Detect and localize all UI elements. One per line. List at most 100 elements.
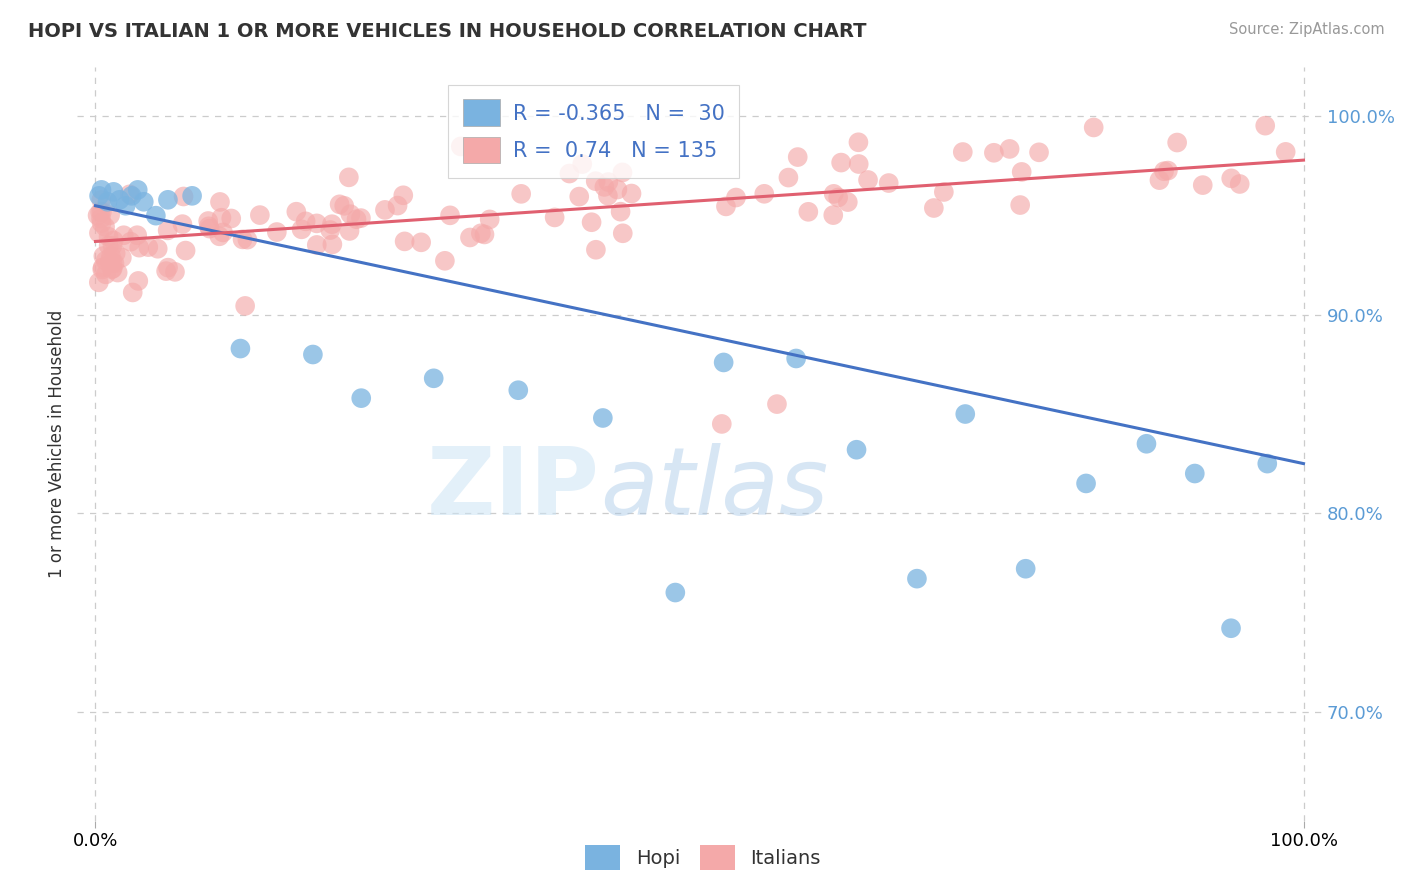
Point (103, 256, 125, 270)
Point (837, 195, 859, 210)
Point (103, 234, 125, 248)
Point (1028, 145, 1050, 160)
Point (91, 260, 114, 275)
Point (952, 145, 974, 159)
Point (319, 223, 342, 237)
Point (905, 572, 928, 586)
Point (136, 240, 159, 254)
Point (285, 204, 308, 219)
Point (585, 243, 607, 257)
Point (305, 238, 328, 252)
Point (132, 194, 155, 209)
Point (571, 157, 593, 171)
Text: Source: ZipAtlas.com: Source: ZipAtlas.com (1229, 22, 1385, 37)
Point (118, 187, 141, 202)
Point (581, 215, 603, 229)
Point (90, 211, 112, 226)
Point (724, 190, 747, 204)
Point (181, 189, 204, 203)
Point (596, 188, 619, 202)
Point (91, 262, 114, 277)
Point (1191, 178, 1213, 193)
Point (120, 235, 142, 249)
Point (592, 411, 614, 425)
Point (198, 221, 221, 235)
Point (848, 136, 870, 150)
Point (350, 211, 373, 226)
Point (108, 193, 131, 207)
Point (612, 165, 634, 179)
Point (1274, 145, 1296, 159)
Point (87, 189, 110, 203)
Point (478, 212, 501, 227)
Point (543, 211, 565, 225)
Point (101, 238, 124, 252)
Point (433, 253, 456, 268)
Point (785, 351, 807, 366)
Point (197, 219, 219, 234)
Point (392, 188, 415, 202)
Point (155, 264, 177, 278)
Point (754, 186, 776, 201)
Point (845, 442, 868, 457)
Point (337, 170, 360, 185)
Point (1083, 120, 1105, 135)
Text: HOPI VS ITALIAN 1 OR MORE VEHICLES IN HOUSEHOLD CORRELATION CHART: HOPI VS ITALIAN 1 OR MORE VEHICLES IN HO… (28, 22, 866, 41)
Point (114, 199, 136, 213)
Point (236, 233, 259, 247)
Point (439, 208, 461, 222)
Text: ZIP: ZIP (427, 443, 600, 535)
Point (233, 299, 256, 313)
Point (173, 189, 195, 203)
Legend: R = -0.365   N =  30, R =  0.74   N = 135: R = -0.365 N = 30, R = 0.74 N = 135 (449, 85, 740, 178)
Point (508, 383, 530, 397)
Point (1184, 467, 1206, 481)
Point (877, 176, 900, 190)
Point (823, 186, 845, 201)
Point (797, 204, 820, 219)
Point (664, 585, 686, 599)
Point (955, 407, 977, 421)
Point (411, 235, 433, 250)
Point (87, 276, 110, 290)
Point (585, 174, 607, 188)
Point (90, 216, 112, 230)
Point (100, 249, 122, 263)
Point (94, 219, 117, 234)
Point (163, 265, 186, 279)
Point (197, 214, 219, 228)
Point (458, 230, 481, 244)
Point (766, 397, 789, 411)
Point (145, 209, 167, 223)
Point (1220, 621, 1243, 635)
Point (778, 170, 800, 185)
Point (291, 222, 314, 236)
Point (156, 223, 179, 237)
Point (620, 186, 643, 201)
Point (232, 232, 254, 246)
Legend: Hopi, Italians: Hopi, Italians (578, 838, 828, 878)
Point (146, 242, 169, 256)
Point (89, 205, 111, 219)
Point (112, 228, 135, 243)
Point (127, 274, 149, 288)
Point (1254, 119, 1277, 133)
Point (830, 155, 852, 169)
Point (394, 235, 416, 249)
Point (827, 190, 849, 204)
Point (606, 183, 628, 197)
Point (321, 217, 343, 231)
Point (111, 251, 134, 265)
Point (219, 211, 242, 226)
Point (329, 197, 352, 211)
Text: atlas: atlas (600, 443, 828, 534)
Point (922, 201, 945, 215)
Point (94, 268, 117, 282)
Point (387, 198, 409, 212)
Point (266, 225, 288, 239)
Point (470, 227, 492, 241)
Point (713, 355, 735, 369)
Y-axis label: 1 or more Vehicles in Household: 1 or more Vehicles in Household (48, 310, 66, 578)
Point (983, 145, 1005, 160)
Point (374, 202, 396, 217)
